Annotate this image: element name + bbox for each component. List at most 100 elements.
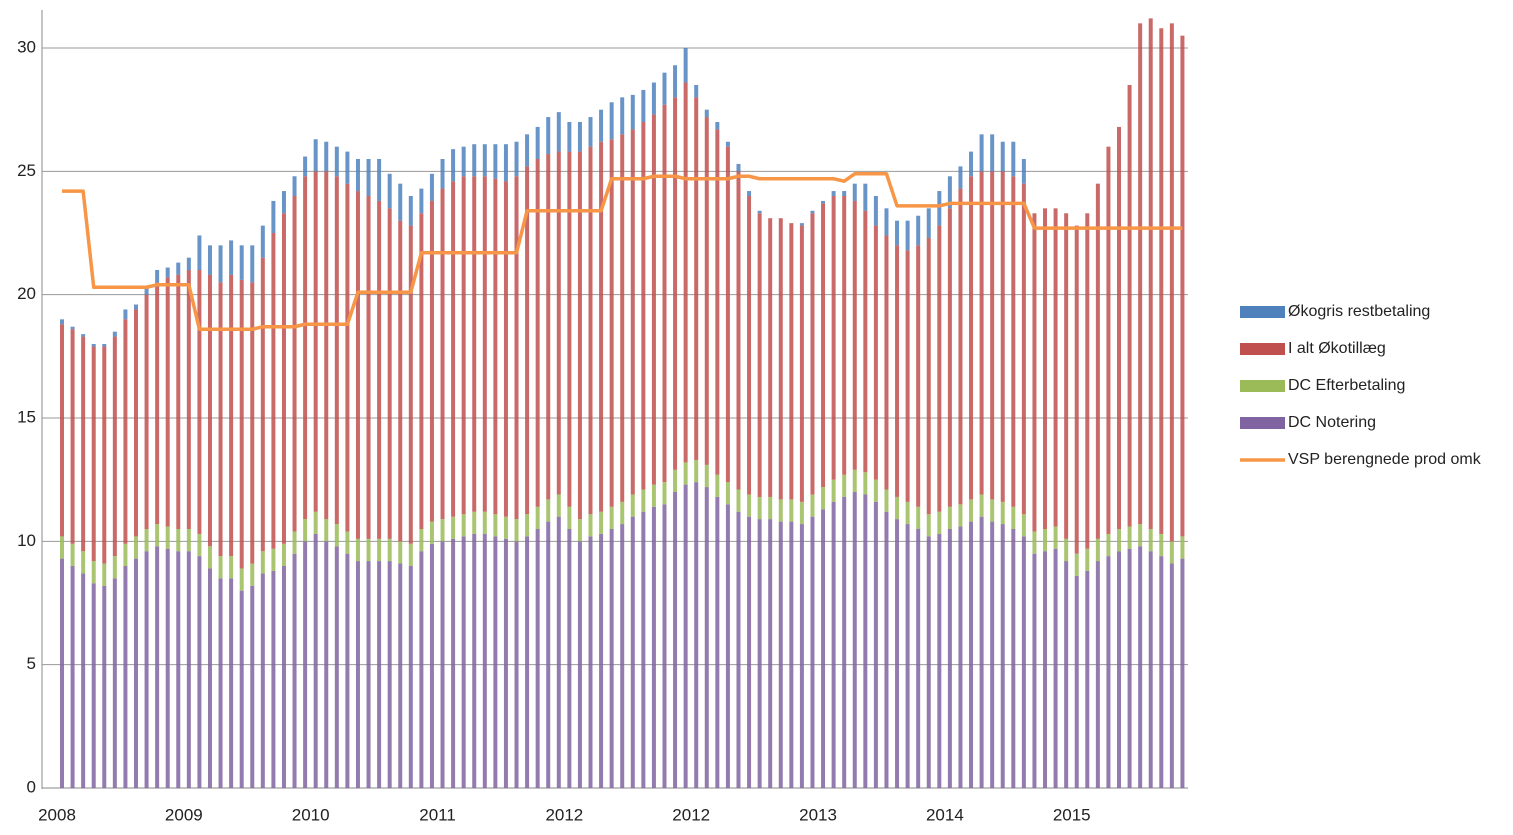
bar-segment (144, 529, 149, 552)
bar-segment (1074, 553, 1079, 576)
bar-segment (863, 183, 868, 211)
bar-segment (852, 183, 857, 201)
bar-segment (1085, 213, 1090, 549)
bar-segment (303, 156, 308, 177)
bar-segment (1085, 570, 1090, 788)
bar-segment (556, 516, 561, 788)
bar-segment (271, 548, 276, 571)
bar-segment (1117, 529, 1122, 552)
bar-segment (1011, 529, 1016, 788)
bar-segment (567, 122, 572, 152)
bar-segment (239, 245, 244, 280)
bar-segment (588, 514, 593, 537)
x-tick-label: 2015 (1053, 805, 1091, 824)
bar-segment (197, 235, 202, 270)
bar-segment (1159, 556, 1164, 788)
bar-segment (503, 538, 508, 788)
bar-segment (1032, 531, 1037, 554)
bar-segment (250, 563, 255, 586)
bar-segment (979, 516, 984, 788)
bar-segment (81, 336, 86, 552)
bar-segment (482, 144, 487, 177)
legend-label: VSP berengnede prod omk (1288, 451, 1482, 468)
bar-segment (694, 97, 699, 460)
bar-segment (102, 585, 107, 788)
bar-segment (1000, 524, 1005, 788)
bar-segment (958, 504, 963, 527)
bar-segment (60, 324, 64, 537)
bar-segment (1053, 548, 1058, 788)
bar-segment (535, 506, 540, 529)
bar-segment (873, 501, 878, 788)
bar-segment (937, 225, 942, 512)
bar-segment (905, 250, 910, 502)
bar-segment (1180, 558, 1185, 788)
bar-segment (186, 257, 191, 270)
bar-segment (556, 151, 561, 495)
bar-segment (620, 501, 625, 525)
bar-segment (535, 529, 540, 788)
bar-segment (916, 245, 921, 507)
bar-segment (1074, 225, 1079, 554)
bar-segment (429, 543, 434, 788)
bar-segment (704, 464, 709, 488)
bar-segment (81, 573, 86, 788)
bar-segment (599, 533, 604, 788)
bar-segment (958, 166, 963, 189)
x-tick-label: 2014 (926, 805, 964, 824)
bar-segment (123, 319, 128, 544)
bar-segment (567, 506, 572, 529)
bar-segment (186, 551, 191, 788)
bar-segment (747, 191, 752, 196)
bar-segment (345, 183, 350, 532)
legend-swatch (1240, 417, 1285, 429)
bar-segment (821, 203, 826, 488)
bar-segment (683, 82, 688, 463)
bar-segment (144, 551, 149, 788)
bar-segment (303, 519, 308, 542)
bar-segment (398, 183, 403, 221)
bar-segment (70, 543, 75, 566)
bar-segment (250, 585, 255, 788)
bar-segment (112, 331, 117, 337)
bar-segment (355, 561, 360, 788)
bar-segment (768, 519, 773, 788)
bar-segment (704, 109, 709, 118)
bar-segment (472, 144, 477, 177)
bar-segment (440, 188, 445, 520)
bar-segment (747, 494, 752, 517)
bar-segment (715, 474, 720, 497)
bar-segment (345, 553, 350, 788)
bar-segment (503, 181, 508, 517)
bar-segment (662, 504, 667, 788)
bar-segment (165, 277, 170, 527)
bar-segment (144, 294, 149, 529)
x-tick-label: 2009 (165, 805, 203, 824)
bar-segment (567, 529, 572, 788)
bar-segment (377, 159, 382, 201)
bar-segment (725, 482, 730, 505)
bar-segment (186, 270, 191, 529)
bar-segment (112, 556, 117, 579)
bar-segment (1169, 23, 1174, 542)
bar-segment (641, 511, 646, 788)
bar-segment (197, 533, 202, 557)
bar-segment (60, 319, 64, 325)
bar-segment (789, 223, 794, 500)
bar-segment (577, 519, 582, 542)
bar-segment (250, 282, 255, 564)
bar-segment (895, 496, 900, 520)
bar-segment (620, 524, 625, 788)
bar-segment (863, 494, 868, 788)
bar-segment (1180, 35, 1185, 537)
bar-segment (451, 149, 456, 182)
bar-segment (736, 511, 741, 788)
bar-segment (704, 487, 709, 788)
bar-segment (673, 492, 678, 788)
bar-segment (1117, 551, 1122, 788)
bar-segment (947, 208, 952, 507)
bar-segment (313, 171, 318, 512)
y-tick-label: 15 (17, 407, 36, 426)
bar-segment (229, 578, 234, 788)
bar-segment (281, 191, 286, 214)
